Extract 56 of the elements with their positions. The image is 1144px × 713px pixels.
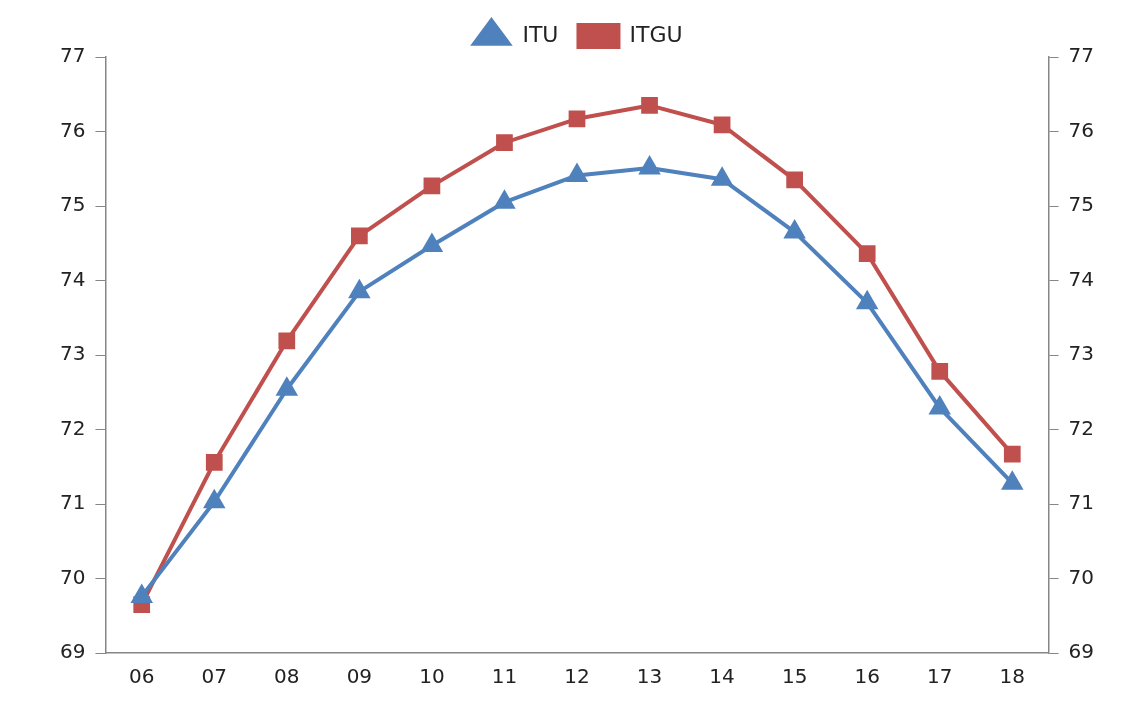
x-tick-label: 18 (999, 664, 1025, 689)
point (351, 227, 368, 245)
point (422, 234, 442, 252)
y-tick-label: 75 (60, 192, 86, 217)
x-tick-label: 07 (201, 664, 227, 689)
point (496, 134, 513, 152)
point (784, 221, 805, 239)
x-tick-label: 08 (274, 664, 300, 689)
y2-tick-label: 72 (1068, 415, 1094, 440)
x-tick-label: 11 (491, 664, 518, 689)
point (641, 97, 658, 114)
point (205, 453, 223, 471)
y2-tick-label: 70 (1068, 564, 1094, 589)
y-tick-label: 72 (60, 415, 86, 440)
point (1003, 445, 1021, 463)
point (929, 396, 950, 415)
point (494, 191, 515, 209)
point (858, 245, 876, 263)
point (713, 116, 731, 134)
y-tick-label: 73 (60, 341, 86, 366)
point (568, 110, 586, 128)
y2-tick-label: 76 (1068, 117, 1094, 142)
y2-tick-label: 75 (1068, 192, 1094, 217)
point (567, 164, 587, 182)
point (203, 488, 226, 509)
legend-label: ITGU (629, 21, 683, 47)
x-tick-label: 15 (781, 664, 808, 689)
point (712, 168, 732, 186)
y-tick-label: 76 (60, 117, 86, 142)
y2-tick-label: 74 (1068, 266, 1094, 291)
y2-tick-label: 71 (1068, 490, 1094, 515)
point (423, 177, 441, 195)
x-tick-label: 16 (854, 664, 880, 689)
y2-tick-label: 69 (1068, 639, 1094, 664)
x-tick-label: 10 (419, 664, 445, 689)
point (131, 585, 152, 603)
point (277, 378, 297, 396)
y-tick-label: 69 (60, 639, 86, 664)
y2-tick-label: 73 (1068, 341, 1094, 366)
x-tick-label: 12 (564, 664, 590, 689)
y-tick-label: 74 (60, 266, 86, 291)
point (639, 157, 660, 175)
point (786, 171, 803, 189)
legend-label: ITU (522, 21, 559, 47)
y2-tick-label: 77 (1068, 43, 1094, 68)
y-tick-label: 70 (60, 564, 86, 589)
x-tick-label: 13 (636, 664, 663, 689)
x-tick-label: 14 (709, 664, 735, 689)
y-tick-label: 71 (60, 490, 86, 515)
point (1002, 472, 1023, 490)
x-tick-label: 09 (346, 664, 373, 689)
x-tick-label: 06 (129, 664, 155, 689)
x-tick-label: 17 (927, 664, 953, 689)
point (278, 332, 296, 350)
point (931, 363, 949, 380)
y-tick-label: 77 (60, 43, 86, 68)
